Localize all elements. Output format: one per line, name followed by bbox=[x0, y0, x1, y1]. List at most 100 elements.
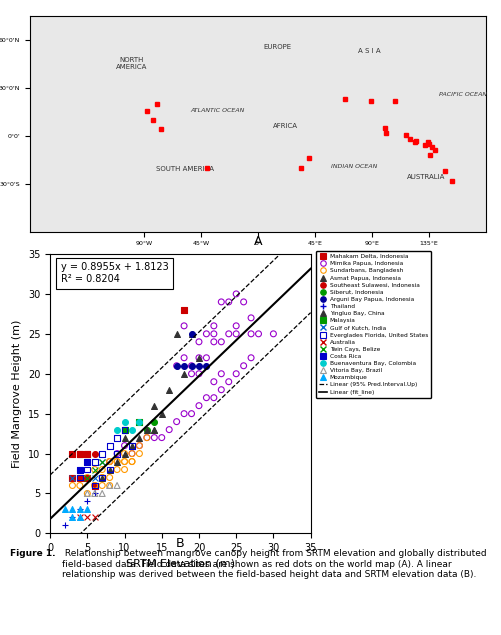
Point bbox=[91, 481, 99, 491]
Point bbox=[98, 472, 106, 483]
Point bbox=[180, 352, 188, 363]
Point bbox=[106, 457, 114, 467]
Point bbox=[180, 361, 188, 371]
Point bbox=[76, 472, 84, 483]
Point bbox=[128, 425, 136, 435]
Point bbox=[210, 337, 218, 347]
Point bbox=[113, 425, 121, 435]
Point bbox=[232, 329, 240, 339]
Point bbox=[270, 329, 278, 339]
Point bbox=[150, 417, 158, 427]
Point bbox=[91, 481, 99, 491]
Point bbox=[173, 361, 181, 371]
Point bbox=[232, 369, 240, 379]
Text: SOUTH AMERICA: SOUTH AMERICA bbox=[156, 166, 213, 172]
Point bbox=[83, 472, 91, 483]
Point bbox=[76, 481, 84, 491]
Point bbox=[76, 504, 84, 514]
Point bbox=[83, 457, 91, 467]
Legend: Mahakam Delta, Indonesia, Mimika Papua, Indonesia, Sundarbans, Bangladesh, Asmat: Mahakam Delta, Indonesia, Mimika Papua, … bbox=[316, 251, 431, 398]
Point bbox=[128, 457, 136, 467]
Point bbox=[173, 361, 181, 371]
Point bbox=[150, 401, 158, 411]
Point bbox=[113, 448, 121, 458]
Point bbox=[91, 481, 99, 491]
Point bbox=[76, 472, 84, 483]
Point bbox=[83, 512, 91, 523]
Text: ATLANTIC OCEAN: ATLANTIC OCEAN bbox=[190, 108, 244, 113]
Point bbox=[121, 457, 129, 467]
Point bbox=[113, 464, 121, 474]
Point bbox=[69, 472, 77, 483]
Point bbox=[165, 385, 173, 395]
Point bbox=[121, 448, 129, 458]
Point bbox=[121, 464, 129, 474]
Point bbox=[76, 448, 84, 458]
Point bbox=[195, 361, 203, 371]
Point bbox=[69, 472, 77, 483]
Point bbox=[113, 457, 121, 467]
Point bbox=[239, 361, 247, 371]
Point bbox=[106, 441, 114, 451]
Point bbox=[247, 313, 255, 323]
Point bbox=[76, 448, 84, 458]
Point bbox=[187, 329, 195, 339]
Point bbox=[61, 504, 69, 514]
Point bbox=[98, 472, 106, 483]
Point bbox=[217, 337, 225, 347]
Point bbox=[61, 520, 69, 530]
Point bbox=[106, 464, 114, 474]
Point bbox=[210, 321, 218, 331]
Point bbox=[98, 472, 106, 483]
Point bbox=[187, 361, 195, 371]
Point bbox=[106, 457, 114, 467]
Point bbox=[106, 481, 114, 491]
Point bbox=[91, 464, 99, 474]
Point bbox=[187, 369, 195, 379]
Point bbox=[83, 472, 91, 483]
Text: EUROPE: EUROPE bbox=[263, 44, 291, 50]
Point bbox=[91, 448, 99, 458]
Point bbox=[106, 472, 114, 483]
Point bbox=[165, 425, 173, 435]
Point bbox=[121, 425, 129, 435]
Point bbox=[76, 464, 84, 474]
Point bbox=[113, 448, 121, 458]
Point bbox=[69, 512, 77, 523]
Point bbox=[202, 361, 210, 371]
Point bbox=[98, 481, 106, 491]
Point bbox=[187, 408, 195, 418]
X-axis label: SRTM Elevation (m): SRTM Elevation (m) bbox=[126, 559, 235, 569]
Point bbox=[195, 352, 203, 363]
Point bbox=[217, 385, 225, 395]
Point bbox=[195, 352, 203, 363]
Text: Figure 1.: Figure 1. bbox=[10, 549, 56, 558]
Point bbox=[98, 448, 106, 458]
Point bbox=[143, 425, 151, 435]
Point bbox=[150, 432, 158, 443]
Y-axis label: Field Mangrove Height (m): Field Mangrove Height (m) bbox=[13, 319, 23, 468]
Point bbox=[113, 481, 121, 491]
Point bbox=[135, 417, 143, 427]
Point bbox=[180, 369, 188, 379]
Point bbox=[76, 464, 84, 474]
Point bbox=[158, 432, 166, 443]
Text: AFRICA: AFRICA bbox=[274, 123, 299, 129]
Point bbox=[83, 472, 91, 483]
Point bbox=[91, 457, 99, 467]
Point bbox=[225, 377, 233, 387]
Point bbox=[217, 369, 225, 379]
Point bbox=[173, 329, 181, 339]
Point bbox=[98, 457, 106, 467]
Point bbox=[158, 408, 166, 418]
Point bbox=[225, 297, 233, 307]
Point bbox=[83, 488, 91, 498]
Point bbox=[91, 481, 99, 491]
Point bbox=[98, 457, 106, 467]
Text: NORTH
AMERICA: NORTH AMERICA bbox=[116, 57, 147, 70]
Point bbox=[91, 472, 99, 483]
Point bbox=[98, 488, 106, 498]
Point bbox=[76, 512, 84, 523]
Text: AUSTRALIA: AUSTRALIA bbox=[407, 174, 445, 180]
Point bbox=[98, 464, 106, 474]
